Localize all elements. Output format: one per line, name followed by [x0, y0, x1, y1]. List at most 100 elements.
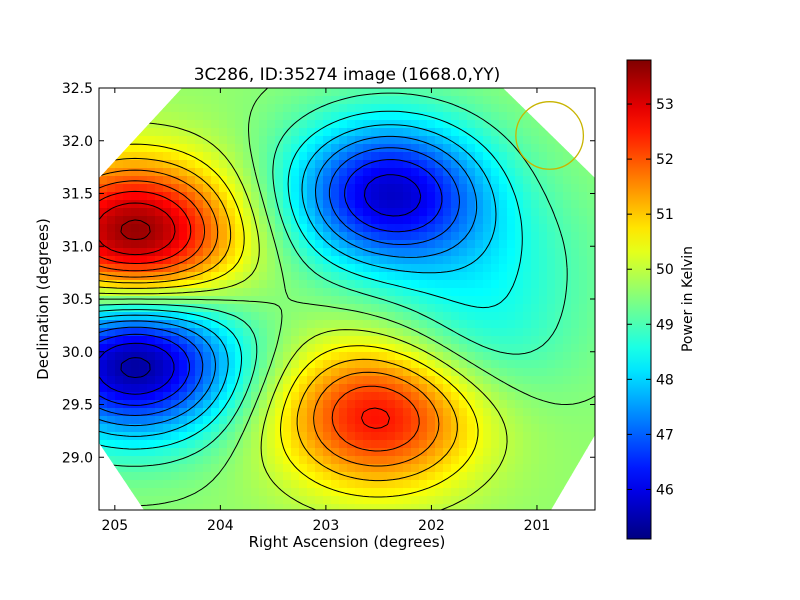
heatmap-cell — [515, 288, 524, 297]
heatmap-cell — [187, 120, 196, 129]
heatmap-cell — [371, 96, 380, 105]
heatmap-cell — [491, 456, 500, 465]
heatmap-cell — [387, 256, 396, 265]
heatmap-cell — [155, 144, 164, 153]
heatmap-cell — [219, 448, 228, 457]
heatmap-cell — [555, 464, 564, 473]
heatmap-cell — [219, 360, 228, 369]
heatmap-cell — [363, 128, 372, 137]
heatmap-cell — [251, 272, 260, 281]
heatmap-cell — [235, 464, 244, 473]
heatmap-cell — [355, 128, 364, 137]
heatmap-cell — [187, 240, 196, 249]
heatmap-cell — [299, 368, 308, 377]
heatmap-cell — [339, 104, 348, 113]
heatmap-cell — [571, 304, 580, 313]
heatmap-cell — [235, 504, 244, 510]
heatmap-cell — [243, 344, 252, 353]
heatmap-cell — [267, 208, 276, 217]
heatmap-cell — [339, 280, 348, 289]
heatmap-cell — [443, 328, 452, 337]
heatmap-cell — [387, 312, 396, 321]
heatmap-cell — [491, 248, 500, 257]
heatmap-cell — [491, 480, 500, 489]
heatmap-cell — [195, 448, 204, 457]
heatmap-cell — [275, 312, 284, 321]
heatmap-cell — [563, 392, 572, 401]
heatmap-cell — [131, 136, 140, 145]
heatmap-cell — [427, 288, 436, 297]
heatmap-cell — [259, 112, 268, 121]
heatmap-cell — [555, 120, 564, 129]
heatmap-cell — [299, 192, 308, 201]
heatmap-cell — [459, 488, 468, 497]
heatmap-cell — [563, 504, 572, 510]
heatmap-cell — [299, 456, 308, 465]
heatmap-cell — [435, 208, 444, 217]
heatmap-cell — [395, 192, 404, 201]
heatmap-cell — [499, 112, 508, 121]
heatmap-cell — [539, 360, 548, 369]
heatmap-cell — [195, 264, 204, 273]
heatmap-cell — [99, 424, 108, 433]
heatmap-cell — [451, 344, 460, 353]
heatmap-cell — [563, 320, 572, 329]
heatmap-cell — [355, 360, 364, 369]
heatmap-cell — [515, 128, 524, 137]
heatmap-cell — [139, 112, 148, 121]
heatmap-cell — [187, 488, 196, 497]
heatmap-cell — [483, 336, 492, 345]
heatmap-cell — [195, 136, 204, 145]
heatmap-cell — [203, 376, 212, 385]
heatmap-cell — [331, 176, 340, 185]
heatmap-cell — [451, 256, 460, 265]
heatmap-cell — [515, 336, 524, 345]
heatmap-cell — [203, 152, 212, 161]
heatmap-cell — [355, 448, 364, 457]
heatmap-cell — [155, 368, 164, 377]
heatmap-cell — [459, 368, 468, 377]
heatmap-cell — [107, 192, 116, 201]
heatmap-cell — [483, 440, 492, 449]
heatmap-cell — [499, 88, 508, 97]
heatmap-cell — [363, 200, 372, 209]
heatmap-cell — [579, 344, 588, 353]
heatmap-cell — [315, 472, 324, 481]
heatmap-cell — [139, 120, 148, 129]
heatmap-cell — [523, 136, 532, 145]
heatmap-cell — [299, 136, 308, 145]
heatmap-cell — [411, 416, 420, 425]
heatmap-cell — [547, 320, 556, 329]
heatmap-cell — [163, 320, 172, 329]
heatmap-cell — [139, 248, 148, 257]
heatmap-cell — [243, 288, 252, 297]
heatmap-cell — [107, 232, 116, 241]
heatmap-cell — [235, 248, 244, 257]
heatmap-cell — [219, 488, 228, 497]
heatmap-cell — [419, 496, 428, 505]
heatmap-cell — [403, 160, 412, 169]
heatmap-cell — [443, 128, 452, 137]
heatmap-cell — [499, 168, 508, 177]
heatmap-cell — [243, 128, 252, 137]
heatmap-cell — [283, 312, 292, 321]
heatmap-cell — [555, 240, 564, 249]
heatmap-cell — [235, 432, 244, 441]
heatmap-cell — [331, 328, 340, 337]
heatmap-cell — [211, 496, 220, 505]
heatmap-cell — [307, 360, 316, 369]
heatmap-cell — [531, 224, 540, 233]
heatmap-cell — [547, 104, 556, 113]
heatmap-cell — [443, 464, 452, 473]
heatmap-cell — [307, 440, 316, 449]
heatmap-cell — [491, 424, 500, 433]
heatmap-cell — [259, 224, 268, 233]
heatmap-cell — [211, 328, 220, 337]
heatmap-cell — [435, 88, 444, 97]
heatmap-cell — [475, 368, 484, 377]
heatmap-cell — [187, 376, 196, 385]
heatmap-cell — [563, 224, 572, 233]
heatmap-cell — [347, 144, 356, 153]
heatmap-cell — [291, 192, 300, 201]
heatmap-cell — [443, 456, 452, 465]
